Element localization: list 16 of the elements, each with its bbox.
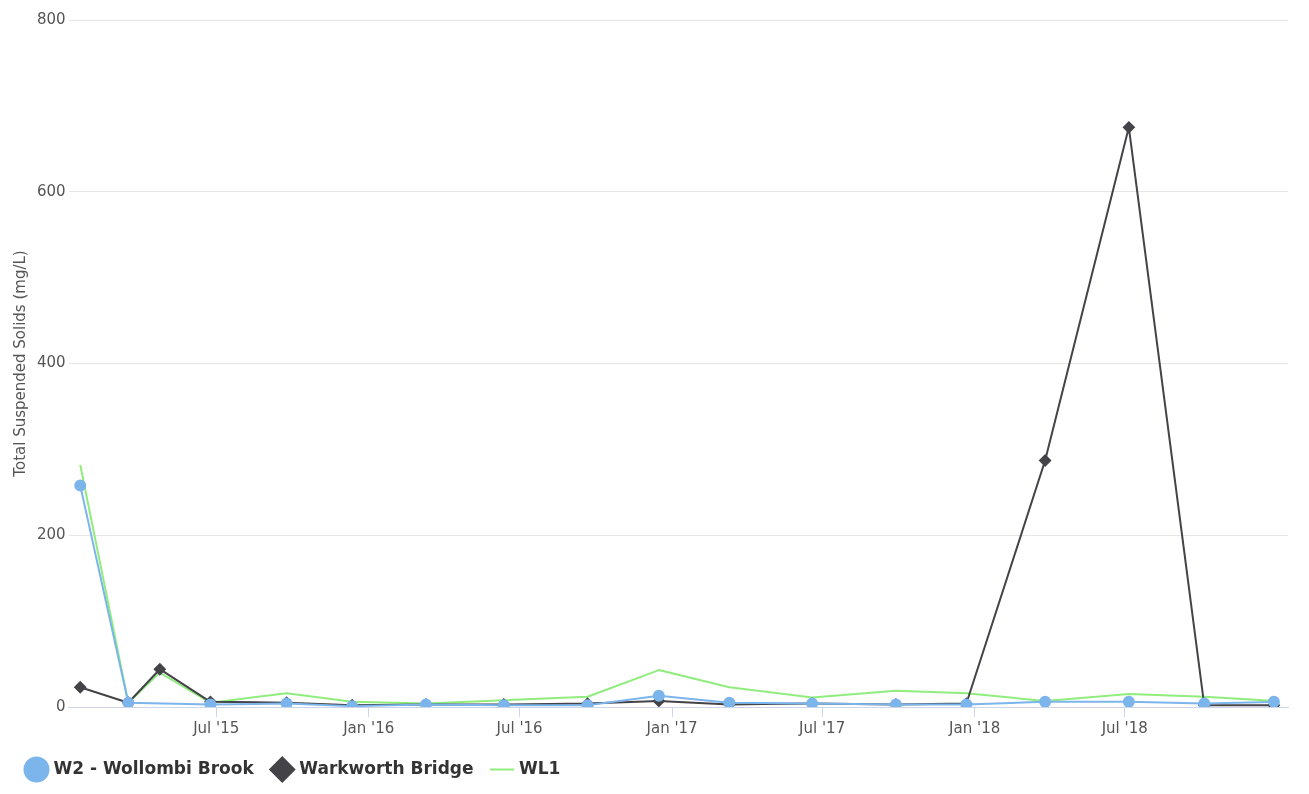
y-tick-label: 0: [56, 696, 66, 715]
legend-label: W2 - Wollombi Brook: [53, 757, 255, 778]
y-tick-label: 400: [36, 353, 66, 372]
y-tick-label: 800: [36, 9, 66, 28]
x-tick-label: Jul '15: [192, 718, 240, 737]
x-tick-label: Jan '16: [342, 718, 395, 737]
y-tick-label: 200: [36, 525, 66, 544]
legend-label: Warkworth Bridge: [299, 757, 474, 778]
x-tick-label: Jul '17: [798, 718, 846, 737]
x-tick-label: Jul '18: [1100, 718, 1148, 737]
legend-label: WL1: [519, 757, 561, 778]
y-tick-label: 600: [36, 181, 66, 200]
x-tick-label: Jul '16: [495, 718, 543, 737]
y-axis-title: Total Suspended Solids (mg/L): [10, 250, 29, 478]
x-tick-label: Jan '17: [645, 718, 698, 737]
x-tick-label: Jan '18: [948, 718, 1001, 737]
